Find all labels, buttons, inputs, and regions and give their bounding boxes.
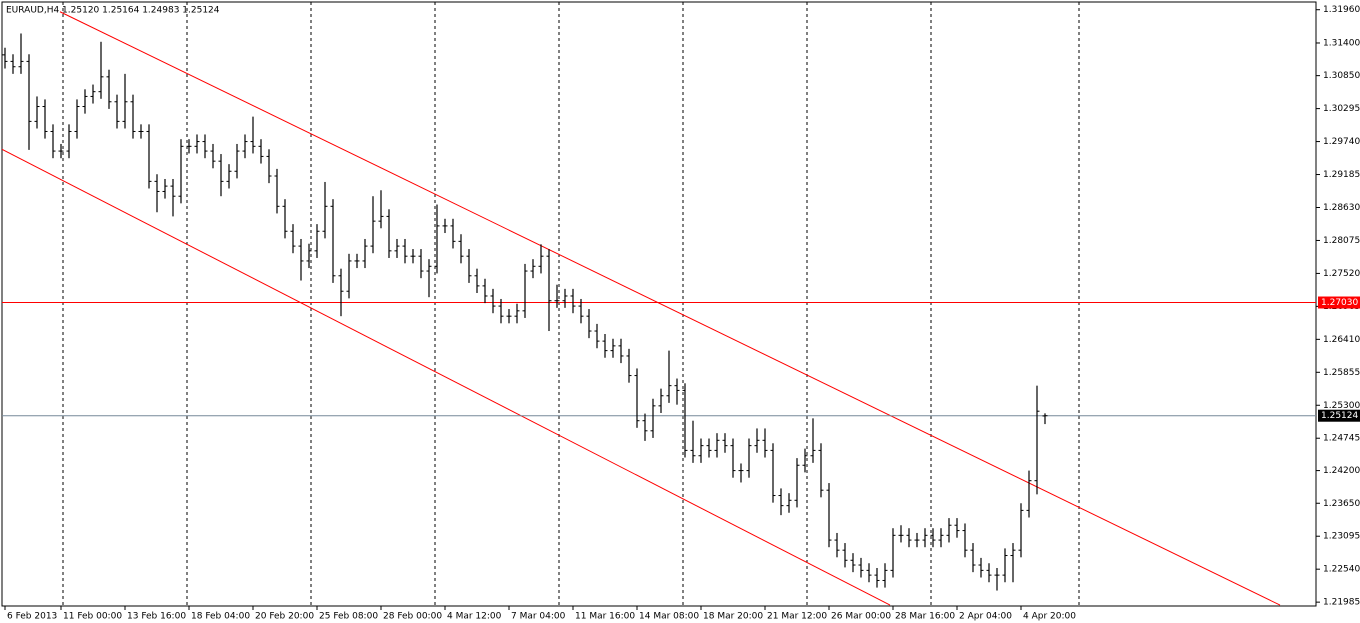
price-label: 1.25124 [1321,411,1358,421]
axes: 1.31960 1.31400 1.30850 1.30295 1.29740 1.291… [4,5,1360,622]
y-tick-label: 1.23650 [1323,499,1360,509]
y-tick-label: 1.30850 [1323,71,1360,81]
separators [62,2,1080,606]
x-tick-label: 11 Mar 16:00 [575,612,635,622]
x-tick-label: 28 Mar 16:00 [895,612,955,622]
overlay-lines [2,11,1316,606]
x-tick-label: 2 Apr 04:00 [959,612,1012,622]
x-tick-label: 4 Apr 20:00 [1023,612,1076,622]
y-tick-label: 1.28630 [1323,203,1360,213]
x-tick-label: 6 Feb 2013 [7,612,57,622]
y-tick-label: 1.29185 [1323,170,1360,180]
y-tick-label: 1.22540 [1323,565,1360,575]
y-tick-label: 1.24200 [1323,466,1360,476]
trend-line [59,11,1281,606]
chart-title: EURAUD,H4 1.25120 1.25164 1.24983 1.2512… [6,6,220,16]
x-tick-label: 28 Feb 00:00 [383,612,442,622]
x-tick-label: 18 Feb 04:00 [191,612,250,622]
y-tick-label: 1.28075 [1323,236,1360,246]
x-tick-label: 20 Feb 20:00 [255,612,314,622]
y-tick-label: 1.26410 [1323,335,1360,345]
x-tick-label: 11 Feb 00:00 [63,612,122,622]
y-tick-label: 1.24745 [1323,434,1360,444]
y-tick-label: 1.29740 [1323,137,1360,147]
y-tick-label: 1.21985 [1323,598,1360,608]
y-tick-label: 1.31960 [1323,5,1360,15]
x-tick-label: 26 Mar 00:00 [831,612,891,622]
y-tick-label: 1.23095 [1323,532,1360,542]
trend-line [2,148,891,606]
price-label: 1.27030 [1321,298,1358,308]
y-tick-label: 1.31400 [1323,38,1360,48]
x-tick-label: 13 Feb 16:00 [127,612,186,622]
price-label-box [1318,296,1360,309]
x-tick-label: 25 Feb 08:00 [319,612,378,622]
x-tick-label: 4 Mar 12:00 [447,612,502,622]
y-tick-label: 1.30295 [1323,104,1360,114]
price-label-box [1318,409,1360,422]
x-tick-label: 21 Mar 12:00 [767,612,827,622]
x-tick-label: 18 Mar 20:00 [703,612,763,622]
bars [2,33,1048,591]
y-tick-label: 1.25300 [1323,401,1360,411]
x-tick-label: 7 Mar 04:00 [511,612,566,622]
y-tick-label: 1.25855 [1323,368,1360,378]
plot-frame [1,1,1317,607]
x-tick-label: 14 Mar 08:00 [639,612,699,622]
y-tick-label: 1.27520 [1323,269,1360,279]
